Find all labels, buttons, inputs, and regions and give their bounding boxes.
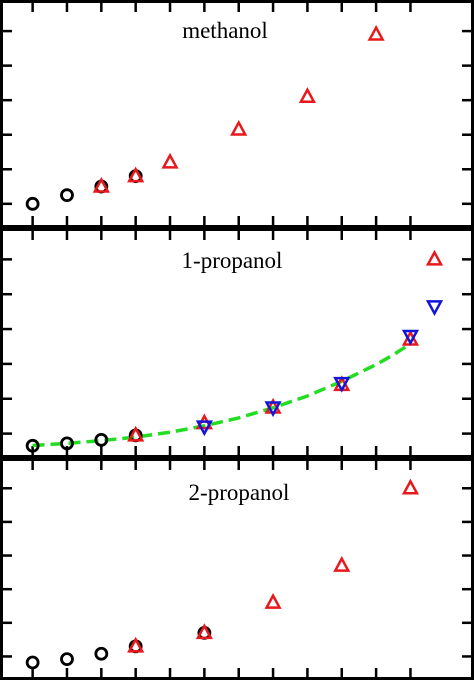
panel-1-propanol: 1-propanol	[0, 228, 474, 458]
panel-frame	[0, 0, 474, 228]
data-point-circle	[25, 655, 40, 670]
panel-title: methanol	[182, 18, 268, 43]
data-point-circle	[25, 438, 40, 453]
data-point-circle	[60, 436, 74, 451]
panel-2-propanol: 2-propanol	[0, 458, 474, 680]
data-point-triangle-up	[425, 249, 444, 266]
data-point-circle	[25, 196, 40, 211]
data-point-circle	[60, 188, 74, 203]
data-point-triangle-down	[401, 329, 420, 346]
data-point-triangle-down	[333, 376, 351, 393]
data-point-triangle-up	[230, 119, 248, 136]
data-point-circle	[60, 652, 74, 667]
panel-frame	[0, 458, 474, 680]
data-point-triangle-up	[195, 623, 213, 640]
data-point-circle	[94, 432, 109, 447]
data-point-triangle-up	[298, 87, 317, 103]
data-point-triangle-down	[264, 401, 282, 418]
data-point-triangle-up	[264, 593, 282, 609]
panel-methanol: methanol	[0, 0, 474, 228]
data-point-triangle-down	[425, 300, 444, 317]
data-point-triangle-up	[333, 556, 351, 572]
panel-frame	[0, 228, 474, 458]
data-point-triangle-up	[127, 425, 145, 442]
data-point-triangle-down	[195, 420, 213, 437]
panel-title: 1-propanol	[182, 248, 283, 273]
fit-curve	[32, 342, 412, 448]
data-point-triangle-up	[92, 176, 110, 193]
panel-title: 2-propanol	[189, 480, 290, 505]
data-point-triangle-up	[401, 478, 420, 495]
data-point-triangle-up	[367, 24, 385, 41]
data-point-triangle-up	[127, 636, 145, 653]
data-point-circle	[94, 646, 109, 661]
data-point-triangle-up	[127, 166, 145, 183]
data-point-triangle-up	[161, 152, 179, 169]
